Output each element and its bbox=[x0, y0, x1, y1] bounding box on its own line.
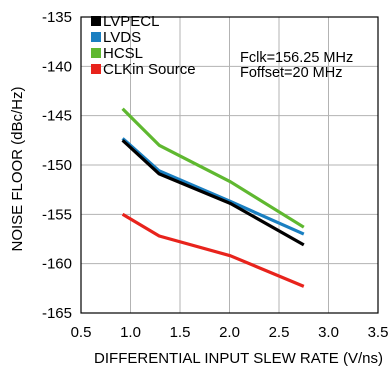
legend-swatch bbox=[91, 64, 101, 74]
legend-label: LVDS bbox=[103, 29, 141, 46]
legend-swatch bbox=[91, 32, 101, 42]
legend-label: CLKin Source bbox=[103, 61, 196, 78]
series-lines bbox=[121, 107, 305, 288]
legend-item: CLKin Source bbox=[91, 61, 196, 78]
y-tick-labels: -135 -140 -145 -150 -155 -160 -165 bbox=[42, 9, 72, 322]
y-axis-label: NOISE FLOOR (dBc/Hz) bbox=[9, 86, 26, 251]
x-tick-label: 2.5 bbox=[269, 324, 290, 341]
y-tick-label: -155 bbox=[42, 206, 72, 223]
x-tick-label: 1.5 bbox=[170, 324, 191, 341]
x-tick-label: 2.0 bbox=[219, 324, 240, 341]
series-line-hcsl bbox=[121, 107, 305, 229]
series-line-clkin-source bbox=[121, 212, 305, 288]
y-tick-label: -140 bbox=[42, 58, 72, 75]
legend-label: LVPECL bbox=[103, 13, 159, 30]
series-line-lvpecl bbox=[121, 139, 305, 247]
annotation-text: Foffset=20 MHz bbox=[240, 65, 342, 81]
y-tick-label: -160 bbox=[42, 256, 72, 273]
legend-swatch bbox=[91, 16, 101, 26]
x-tick-label: 3.5 bbox=[368, 324, 388, 341]
legend-item: LVDS bbox=[91, 29, 141, 46]
y-tick-label: -135 bbox=[42, 9, 72, 26]
legend-label: HCSL bbox=[103, 45, 143, 62]
annotation-text: Fclk=156.25 MHz bbox=[240, 50, 353, 66]
x-tick-label: 3.0 bbox=[318, 324, 339, 341]
plot-frame bbox=[80, 16, 379, 314]
y-tick-label: -150 bbox=[42, 157, 72, 174]
y-tick-label: -165 bbox=[42, 305, 72, 322]
x-tick-labels: 0.5 1.0 1.5 2.0 2.5 3.0 3.5 bbox=[71, 324, 388, 341]
legend-item: LVPECL bbox=[91, 13, 159, 30]
series-line-lvds bbox=[121, 137, 305, 236]
x-tick-label: 1.0 bbox=[120, 324, 141, 341]
legend-item: HCSL bbox=[91, 45, 143, 62]
y-tick-label: -145 bbox=[42, 108, 72, 125]
x-tick-label: 0.5 bbox=[71, 324, 92, 341]
x-axis-label: DIFFERENTIAL INPUT SLEW RATE (V/ns) bbox=[94, 350, 383, 367]
legend-swatch bbox=[91, 48, 101, 58]
